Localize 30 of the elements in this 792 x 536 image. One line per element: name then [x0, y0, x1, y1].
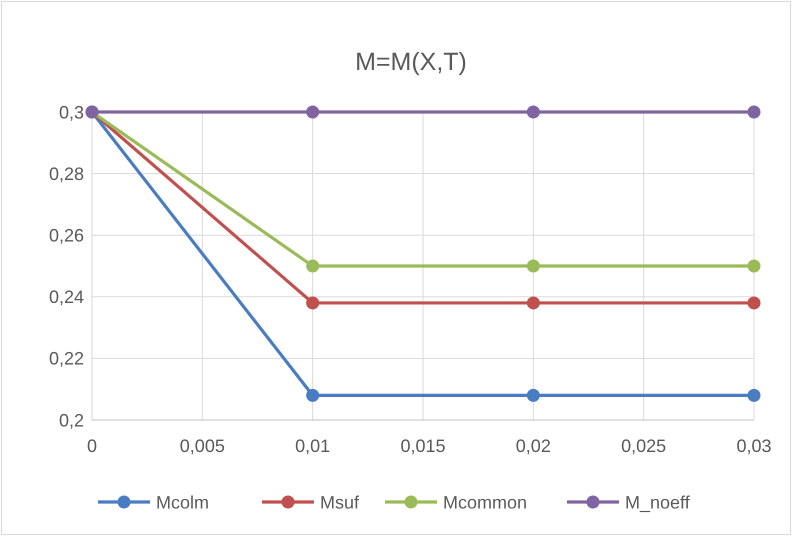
legend-label: Msuf: [320, 492, 360, 512]
point: [306, 388, 320, 402]
point: [748, 296, 760, 310]
y-tick-label: 0,22: [48, 348, 84, 369]
y-tick-label: 0,28: [48, 164, 84, 184]
y-tick-label: 0,2: [58, 410, 84, 430]
point: [748, 260, 760, 272]
legend-label: Mcommon: [443, 492, 528, 512]
x-tick-label: 0,025: [621, 436, 666, 456]
y-tick-label: 0,24: [48, 287, 84, 308]
x-tick-label: 0,005: [180, 436, 225, 456]
point: [526, 106, 540, 118]
x-tick-label: 0,015: [400, 436, 446, 456]
chart-title: M=M(X,T): [355, 48, 467, 76]
point: [306, 260, 320, 272]
y-tick-label: 0,3: [58, 102, 84, 122]
point: [526, 296, 540, 310]
point: [306, 296, 320, 310]
point: [748, 106, 760, 118]
point: [306, 106, 320, 118]
x-tick-label: 0: [86, 436, 98, 456]
x-tick-label: 0,03: [736, 436, 772, 456]
point: [526, 388, 540, 402]
x-tick-label: 0,02: [516, 436, 551, 456]
legend-label: Mcolm: [156, 492, 209, 512]
point: [748, 388, 760, 402]
legend-label: M_noeff: [625, 492, 691, 512]
point: [526, 260, 540, 272]
x-tick-label: 0,01: [295, 436, 330, 456]
y-tick-label: 0,26: [48, 226, 84, 246]
